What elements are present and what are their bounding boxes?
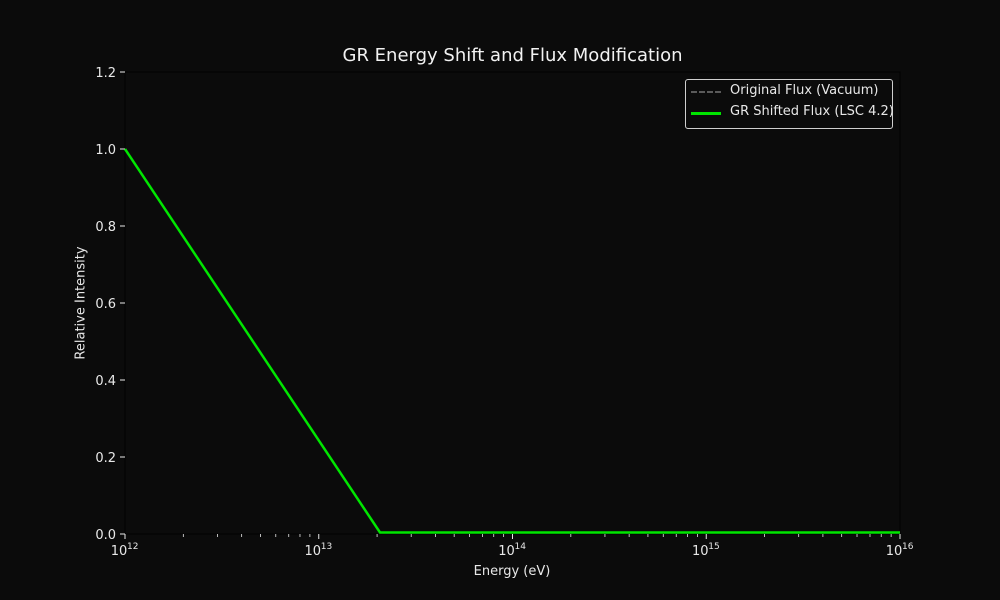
axes-frame bbox=[124, 71, 901, 535]
svg-text:14: 14 bbox=[515, 542, 527, 552]
legend-green-swatch-icon bbox=[691, 112, 721, 115]
legend-item-gr-shifted-flux: GR Shifted Flux (LSC 4.2) bbox=[730, 104, 894, 119]
x-axis-label: Energy (eV) bbox=[473, 564, 551, 579]
svg-text:12: 12 bbox=[127, 542, 138, 552]
svg-text:15: 15 bbox=[708, 542, 719, 552]
y-tick-label: 1.0 bbox=[95, 143, 116, 158]
y-tick-label: 0.0 bbox=[95, 528, 116, 543]
legend-dashed-swatch-icon bbox=[691, 91, 721, 93]
y-axis: 0.0 0.2 0.4 0.6 0.8 1.0 1.2 bbox=[95, 66, 125, 543]
y-tick-label: 1.2 bbox=[95, 66, 116, 81]
x-tick-label: 10 bbox=[692, 544, 709, 559]
y-axis-label: Relative Intensity bbox=[73, 246, 89, 360]
svg-text:13: 13 bbox=[321, 542, 332, 552]
x-tick-label: 10 bbox=[111, 544, 128, 559]
y-tick-label: 0.8 bbox=[95, 220, 116, 235]
x-tick-label: 10 bbox=[304, 544, 321, 559]
y-tick-label: 0.4 bbox=[95, 374, 116, 389]
legend: Original Flux (Vacuum) GR Shifted Flux (… bbox=[685, 79, 894, 129]
legend-item-original-flux: Original Flux (Vacuum) bbox=[730, 83, 879, 98]
y-tick-label: 0.6 bbox=[95, 297, 116, 312]
y-tick-label: 0.2 bbox=[95, 451, 116, 466]
chart-title: GR Energy Shift and Flux Modification bbox=[342, 45, 683, 66]
svg-text:16: 16 bbox=[902, 542, 914, 552]
x-tick-label: 10 bbox=[886, 544, 903, 559]
gr-shifted-flux-line bbox=[123, 148, 900, 534]
x-tick-label: 10 bbox=[498, 544, 515, 559]
x-axis: 10 12 10 13 10 14 10 15 10 16 bbox=[111, 534, 914, 559]
